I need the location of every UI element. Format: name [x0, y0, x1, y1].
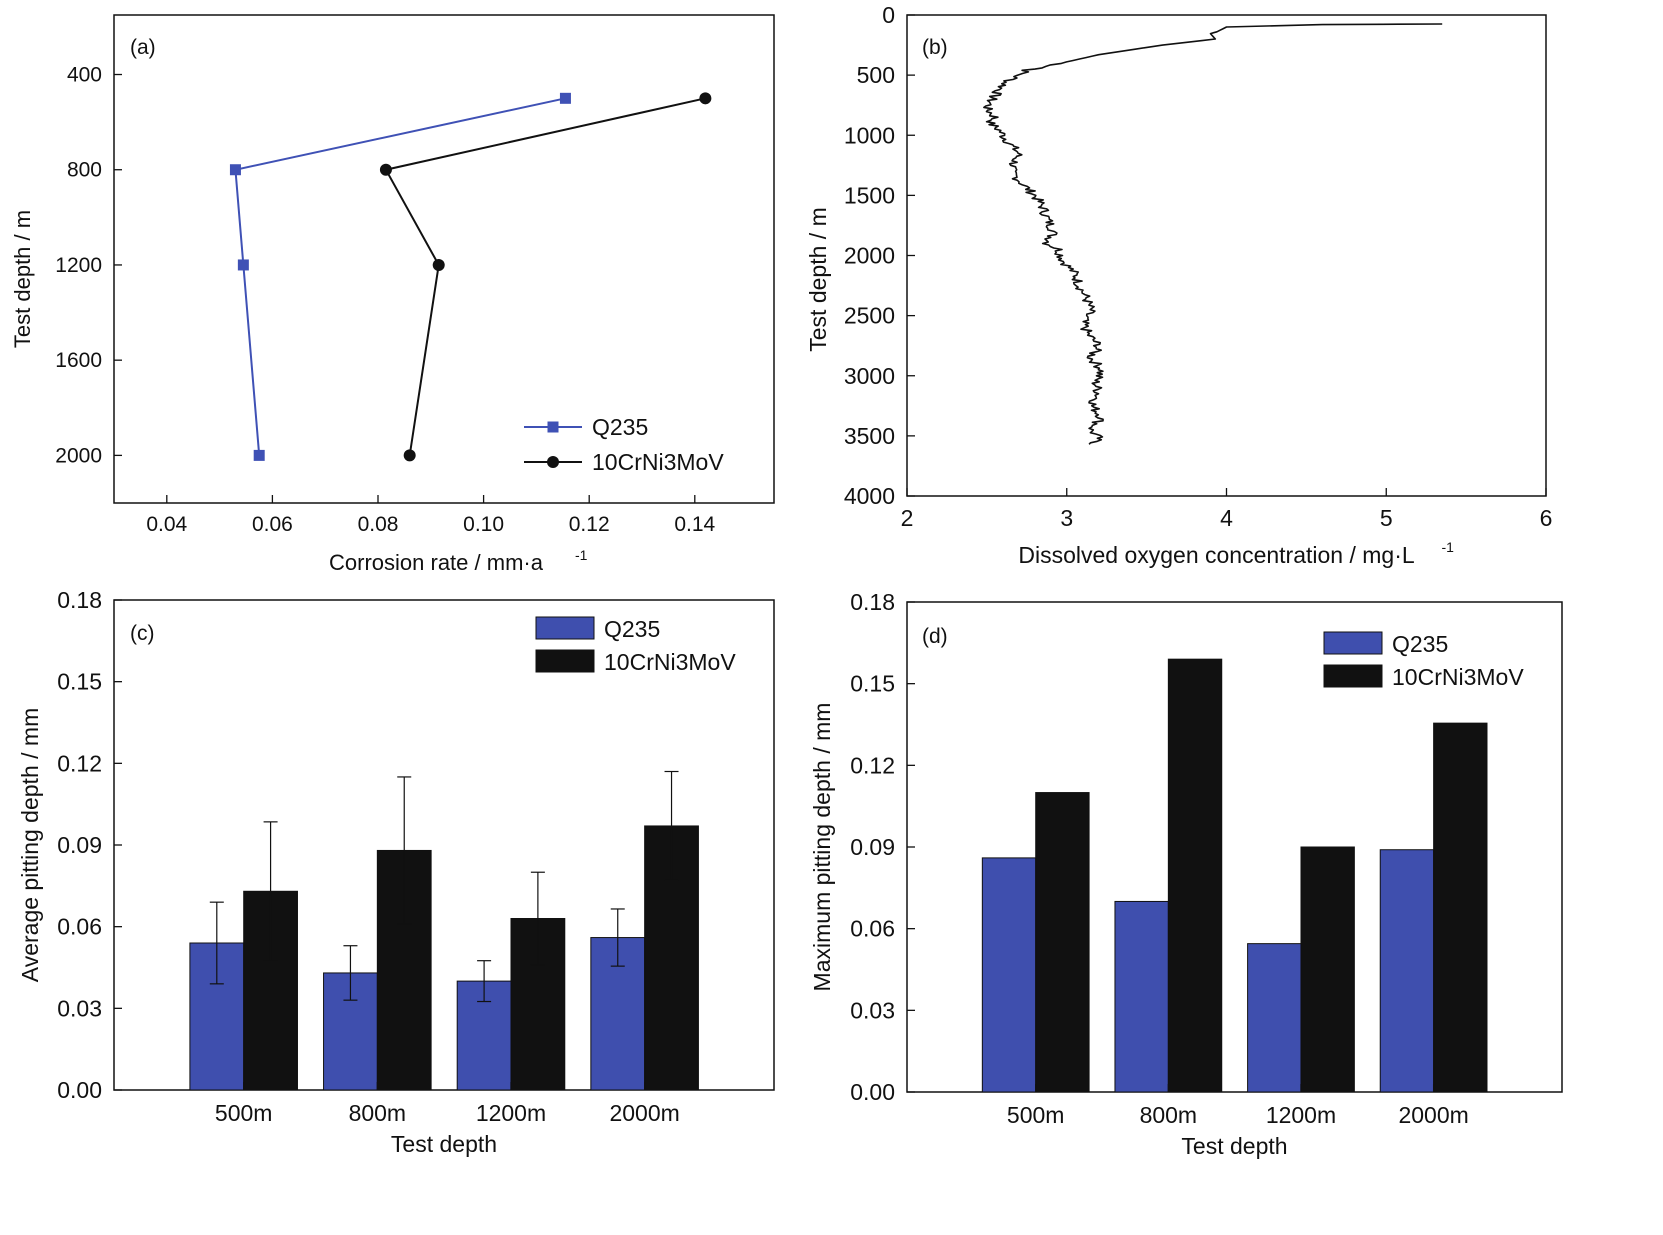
x-tick-label: 2000m [1398, 1102, 1468, 1128]
bar [1433, 722, 1488, 1093]
y-tick-label: 2000 [844, 243, 895, 269]
legend-swatch [535, 616, 595, 640]
y-axis-title: Average pitting depth / mm [17, 708, 43, 982]
bar [1167, 658, 1223, 1093]
x-tick-label: 1200m [1266, 1102, 1336, 1128]
data-point [432, 258, 445, 271]
panel-c: (c) 0.00 0.03 0.06 0.09 0.12 0.15 0.18 Average p… [17, 587, 775, 1157]
legend-marker [547, 456, 559, 468]
y-tick-label: 0.15 [57, 669, 102, 695]
y-tick-label: 1600 [55, 349, 102, 372]
y-tick-label: 1000 [844, 122, 895, 148]
data-point [559, 92, 571, 104]
data-point [229, 164, 241, 176]
x-axis-title: Corrosion rate / mm·a [329, 550, 544, 575]
legend-marker [547, 421, 559, 433]
x-axis-title: Dissolved oxygen concentration / mg·L [1018, 542, 1415, 568]
x-axis-title-superscript: -1 [1442, 539, 1455, 555]
x-tick-label: 0.04 [146, 513, 187, 536]
panel-a: (a) 0.04 0.06 0.08 0.10 0.12 0.14 400 800 1200 160… [10, 14, 775, 575]
bar [1379, 849, 1435, 1093]
data-point [699, 92, 712, 105]
legend-swatch [1323, 631, 1383, 655]
data-point [237, 259, 249, 271]
y-tick-label: 0.09 [850, 834, 895, 860]
y-tick-label: 800 [67, 159, 102, 182]
bar [1300, 846, 1355, 1093]
y-tick-label: 3000 [844, 363, 895, 389]
x-axis-title: Test depth [391, 1131, 497, 1157]
bar [1114, 900, 1169, 1093]
y-tick-label: 4000 [844, 483, 895, 509]
y-tick-label: 3500 [844, 423, 895, 449]
bar [1035, 792, 1090, 1093]
legend-label: 10CrNi3MoV [604, 649, 736, 675]
bar [981, 857, 1037, 1093]
bar [1247, 943, 1302, 1093]
y-tick-label: 0.06 [850, 916, 895, 942]
x-axis-title: Test depth [1181, 1133, 1287, 1159]
series-line [384, 97, 706, 456]
y-tick-label: 0.12 [850, 752, 895, 778]
y-tick-label: 2500 [844, 303, 895, 329]
y-tick-label: 1500 [844, 182, 895, 208]
y-tick-label: 400 [67, 64, 102, 87]
legend-label: 10CrNi3MoV [592, 449, 724, 475]
x-tick-label: 0.10 [463, 513, 504, 536]
plot-frame [113, 14, 775, 504]
y-tick-label: 0.06 [57, 914, 102, 940]
y-tick-label: 0.18 [850, 589, 895, 615]
x-tick-label: 500m [1007, 1102, 1065, 1128]
panel-label: (d) [922, 625, 948, 648]
x-tick-label: 5 [1380, 505, 1393, 531]
x-tick-label: 0.06 [252, 513, 293, 536]
y-tick-label: 0.09 [57, 832, 102, 858]
data-point [253, 449, 265, 461]
panel-label: (c) [130, 622, 155, 645]
y-tick-label: 0.00 [57, 1077, 102, 1103]
panel-label: (b) [922, 36, 948, 59]
panel-b: (b) 2 3 4 5 6 0 500 1000 1500 2000 2500 3000 3500 4000… [805, 2, 1552, 568]
y-tick-label: 0.18 [57, 587, 102, 613]
y-axis-title: Test depth / m [805, 207, 831, 351]
x-tick-label: 2 [901, 505, 914, 531]
x-tick-label: 500m [215, 1100, 273, 1126]
x-tick-label: 4 [1220, 505, 1233, 531]
y-tick-label: 0.15 [850, 671, 895, 697]
y-tick-label: 0.12 [57, 750, 102, 776]
x-tick-label: 0.12 [569, 513, 610, 536]
legend-label: 10CrNi3MoV [1392, 664, 1524, 690]
y-axis-title: Test depth / m [10, 210, 35, 348]
panel-d: (d) 0.00 0.03 0.06 0.09 0.12 0.15 0.18 Maximum p… [809, 589, 1563, 1159]
legend-label: Q235 [592, 414, 648, 440]
x-tick-label: 0.08 [358, 513, 399, 536]
x-tick-label: 1200m [476, 1100, 546, 1126]
y-axis-title: Maximum pitting depth / mm [809, 703, 835, 992]
panel-label: (a) [130, 36, 156, 59]
x-tick-label: 800m [349, 1100, 407, 1126]
series-line [234, 97, 566, 456]
data-point [379, 163, 392, 176]
legend-label: Q235 [604, 616, 660, 642]
x-tick-label: 3 [1060, 505, 1073, 531]
x-tick-label: 800m [1140, 1102, 1198, 1128]
y-tick-label: 2000 [55, 444, 102, 467]
legend-swatch [1323, 664, 1383, 688]
x-tick-label: 2000m [609, 1100, 679, 1126]
x-tick-label: 0.14 [674, 513, 715, 536]
data-point [403, 449, 416, 462]
plot-frame [906, 14, 1547, 497]
y-tick-label: 0.03 [850, 997, 895, 1023]
y-tick-label: 0.00 [850, 1079, 895, 1105]
legend-swatch [535, 649, 595, 673]
y-tick-label: 1200 [55, 254, 102, 277]
oxygen-profile-line [983, 23, 1443, 445]
y-tick-label: 500 [857, 62, 895, 88]
x-tick-label: 6 [1540, 505, 1553, 531]
y-tick-label: 0.03 [57, 995, 102, 1021]
legend-label: Q235 [1392, 631, 1448, 657]
y-tick-label: 0 [882, 2, 895, 28]
x-axis-title-superscript: -1 [575, 547, 588, 563]
